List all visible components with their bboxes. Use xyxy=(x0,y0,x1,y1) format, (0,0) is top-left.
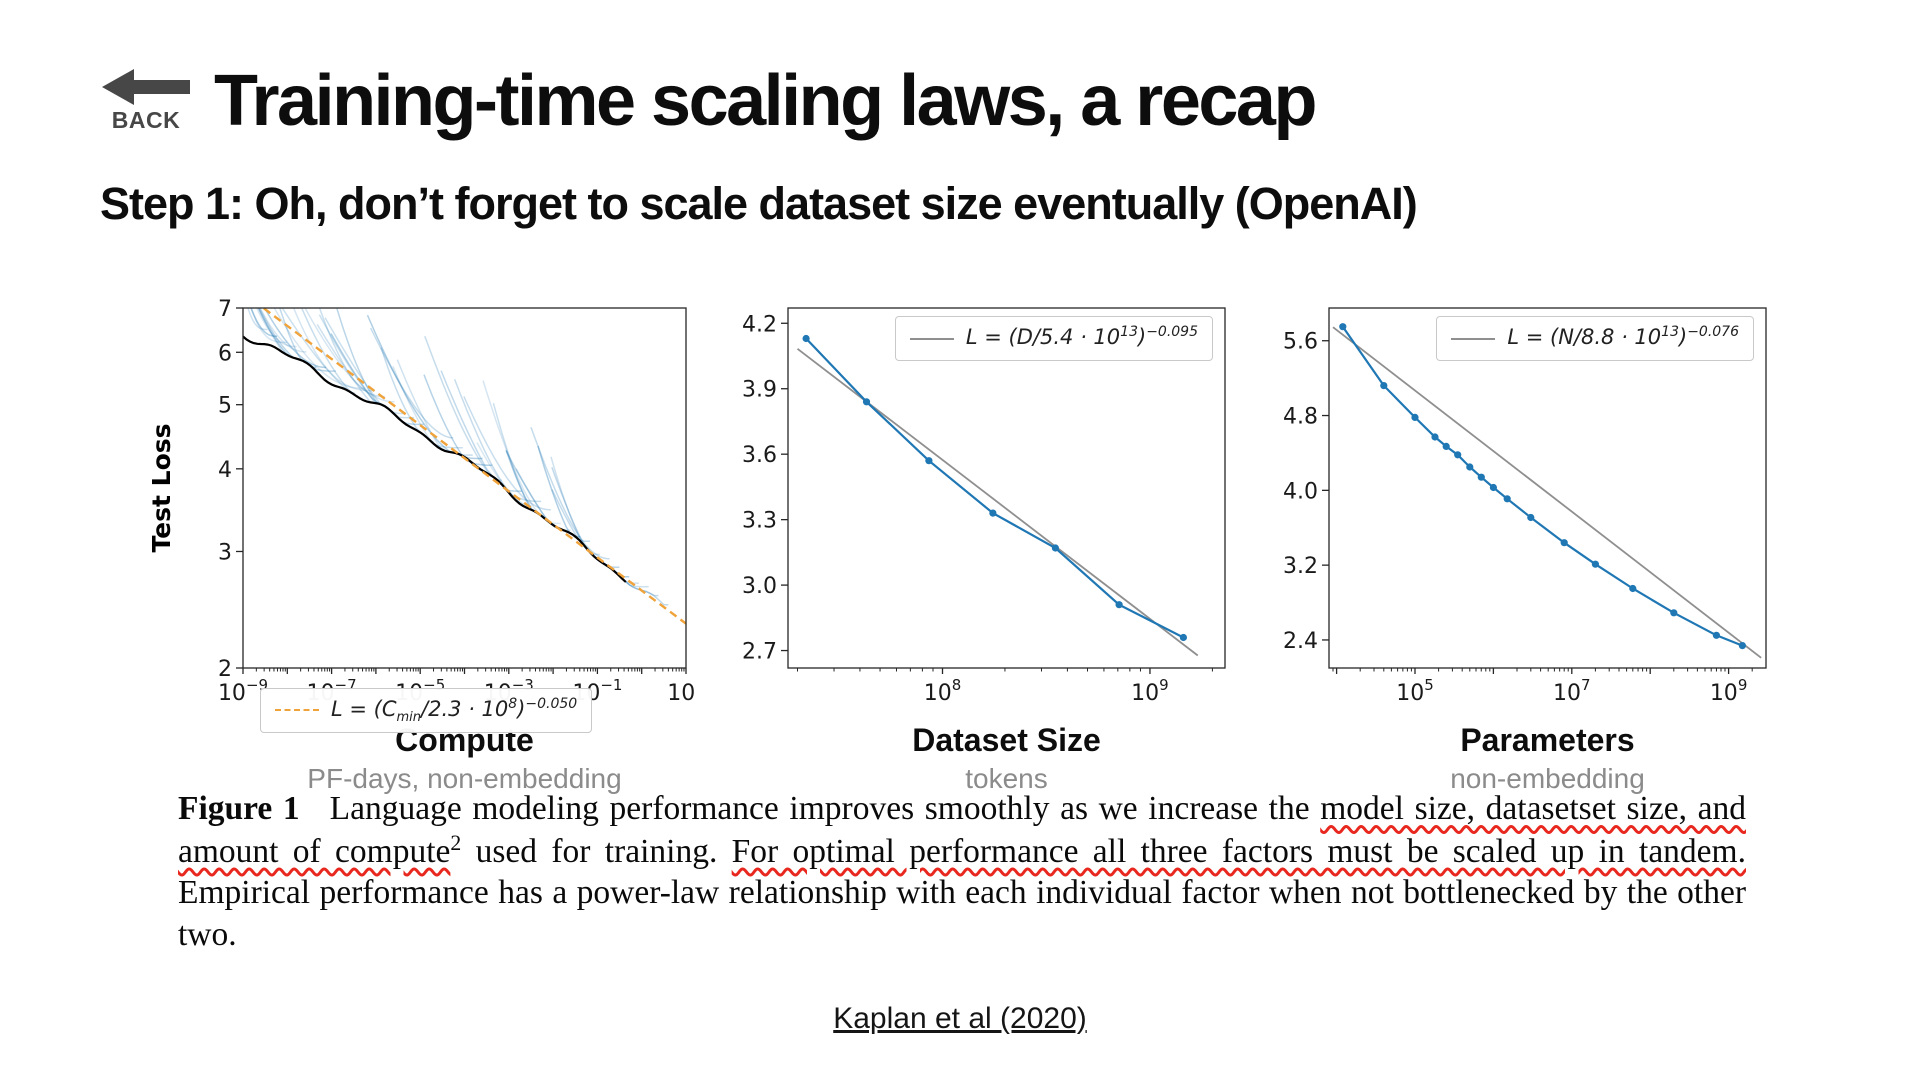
legend-compute: L = (Cmin/2.3 · 108)−0.050 xyxy=(260,687,593,733)
legend-formula: L = (Cmin/2.3 · 108)−0.050 xyxy=(331,696,577,725)
svg-text:109: 109 xyxy=(1710,676,1748,706)
svg-text:108: 108 xyxy=(924,676,962,706)
formula-part: /8.8 · 10 xyxy=(1573,325,1662,349)
dataset-size-chart-svg: 2.7 3.0 3.3 3.6 3.9 4.2 108 109 xyxy=(742,307,1226,706)
formula-exp: −0.050 xyxy=(525,695,578,712)
svg-text:7: 7 xyxy=(218,298,232,322)
svg-text:3: 3 xyxy=(218,540,232,565)
formula-exp: −0.076 xyxy=(1687,324,1739,340)
figure-caption: Figure 1 Language modeling performance im… xyxy=(178,788,1746,955)
formula-part: ) xyxy=(1678,325,1688,349)
formula-exp: −0.095 xyxy=(1146,324,1198,340)
svg-text:4.8: 4.8 xyxy=(1283,405,1318,430)
svg-text:101: 101 xyxy=(667,676,694,706)
legend-dataset-size: L = (D/5.4 · 1013)−0.095 xyxy=(894,316,1213,362)
caption-underlined-text: For optimal performance all three factor… xyxy=(731,832,1746,870)
formula-part: /5.4 · 10 xyxy=(1032,325,1121,349)
citation-link[interactable]: Kaplan et al (2020) xyxy=(833,1002,1087,1035)
svg-text:5.6: 5.6 xyxy=(1283,330,1318,355)
formula-part: ) xyxy=(1137,325,1147,349)
caption-text: used for training. xyxy=(461,832,732,870)
svg-text:105: 105 xyxy=(1396,676,1434,706)
chart-panel-dataset-size: 2.7 3.0 3.3 3.6 3.9 4.2 108 109 L = (D/5.4 · 10… xyxy=(730,298,1235,795)
legend-dashed-line-sample xyxy=(275,709,319,712)
svg-text:109: 109 xyxy=(1131,676,1169,706)
svg-text:4: 4 xyxy=(218,458,232,483)
axis-title-parameters: Parameters xyxy=(1460,722,1635,758)
svg-text:3.3: 3.3 xyxy=(742,509,777,534)
header: BACK Training-time scaling laws, a recap xyxy=(100,60,1317,142)
back-label: BACK xyxy=(111,107,181,133)
formula-exp: 13 xyxy=(1661,324,1679,340)
axis-subtitle-dataset-size: tokens xyxy=(965,763,1048,794)
svg-text:2.7: 2.7 xyxy=(742,640,777,665)
svg-text:4.0: 4.0 xyxy=(1283,479,1318,504)
formula-part: /2.3 · 10 xyxy=(421,696,509,721)
svg-text:3.2: 3.2 xyxy=(1283,554,1318,579)
back-arrow-icon xyxy=(102,69,190,105)
page-title: Training-time scaling laws, a recap xyxy=(214,61,1317,141)
chart-panel-parameters: 2.4 3.2 4.0 4.8 5.6 105 107 109 L = (N/8.8 · 10… xyxy=(1271,298,1776,795)
caption-underlined-text: model size, datasetset size, and amount … xyxy=(178,790,1746,870)
formula-exp: 8 xyxy=(508,695,518,712)
svg-text:5: 5 xyxy=(218,394,232,419)
formula-part: L = (C xyxy=(331,696,397,721)
caption-text: Empirical performance has a power-law re… xyxy=(178,874,1746,953)
parameters-chart-svg: 2.4 3.2 4.0 4.8 5.6 105 107 109 xyxy=(1283,307,1767,706)
formula-exp: 13 xyxy=(1120,324,1138,340)
svg-text:3.6: 3.6 xyxy=(742,443,777,468)
svg-text:3.9: 3.9 xyxy=(742,378,777,403)
axis-subtitle-parameters: non-embedding xyxy=(1450,763,1645,794)
formula-part: L = (D xyxy=(965,325,1033,349)
svg-text:Test Loss: Test Loss xyxy=(148,423,176,552)
svg-text:2: 2 xyxy=(218,657,232,682)
legend-parameters: L = (N/8.8 · 1013)−0.076 xyxy=(1436,316,1754,362)
axis-subtitle-compute: PF-days, non-embedding xyxy=(307,763,622,794)
legend-formula: L = (N/8.8 · 1013)−0.076 xyxy=(1507,324,1739,353)
legend-formula: L = (D/5.4 · 1013)−0.095 xyxy=(966,324,1198,353)
svg-text:107: 107 xyxy=(1553,676,1591,706)
axis-title-dataset-size: Dataset Size xyxy=(912,722,1101,758)
back-button[interactable]: BACK xyxy=(100,68,192,134)
svg-text:6: 6 xyxy=(218,341,232,366)
formula-sub: min xyxy=(396,710,422,725)
legend-solid-line-sample xyxy=(1451,337,1496,340)
legend-solid-line-sample xyxy=(909,337,954,340)
formula-part: L = (N xyxy=(1507,325,1574,349)
formula-part: ) xyxy=(517,696,526,721)
caption-text: Language modeling performance improves s… xyxy=(329,790,1321,827)
svg-text:3.0: 3.0 xyxy=(742,574,777,599)
citation: Kaplan et al (2020) xyxy=(0,1002,1920,1036)
page-subtitle: Step 1: Oh, don’t forget to scale datase… xyxy=(100,178,1418,229)
svg-text:4.2: 4.2 xyxy=(742,312,777,337)
svg-text:2.4: 2.4 xyxy=(1283,629,1318,654)
figure-label: Figure 1 xyxy=(178,790,300,827)
caption-text: 2 xyxy=(450,830,462,855)
figure-caption-text: Language modeling performance improves s… xyxy=(178,790,1746,953)
